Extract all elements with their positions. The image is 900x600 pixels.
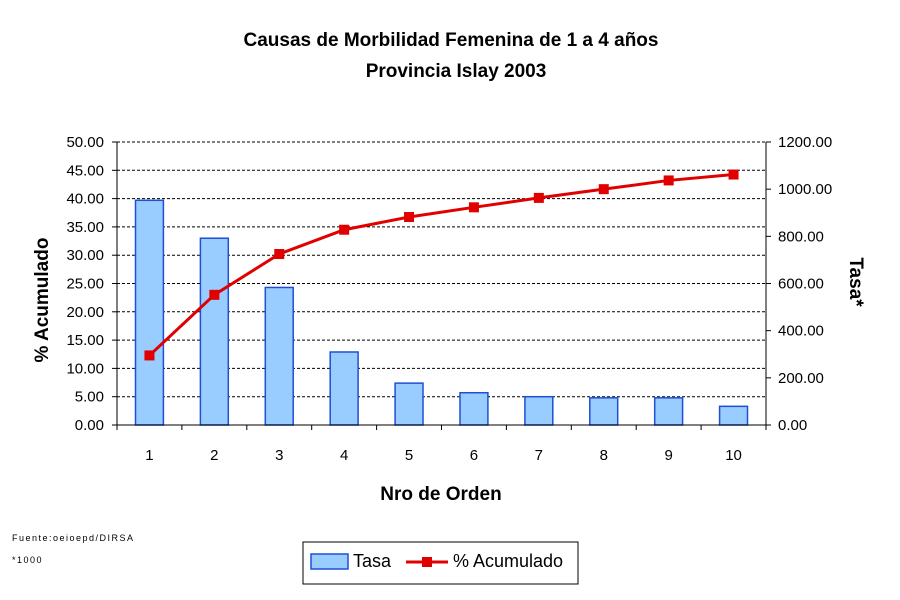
marker-acumulado-2 xyxy=(209,289,220,300)
x-tick-label: 10 xyxy=(725,447,742,464)
right-tick-label: 1200.00 xyxy=(778,134,832,151)
bar-series xyxy=(134,199,749,426)
marker-acumulado-7 xyxy=(533,192,544,203)
x-axis-ticks: 1 2 3 4 5 6 7 8 9 10 xyxy=(116,425,767,464)
right-axis-title: Tasa* xyxy=(845,257,866,307)
right-tick-label: 600.00 xyxy=(778,276,824,293)
left-tick-label: 25.00 xyxy=(66,276,104,293)
left-tick-label: 5.00 xyxy=(75,389,104,406)
marker-acumulado-5 xyxy=(404,211,415,222)
right-tick-label: 0.00 xyxy=(778,417,807,434)
x-tick-label: 1 xyxy=(145,447,153,464)
marker-acumulado-4 xyxy=(339,224,350,235)
left-tick-label: 50.00 xyxy=(66,134,104,151)
legend-marker-acumulado xyxy=(422,557,432,567)
bar-tasa-7 xyxy=(524,395,554,426)
bar-tasa-10 xyxy=(718,405,749,426)
line-series xyxy=(144,169,739,361)
right-tick-label: 1000.00 xyxy=(778,181,832,198)
left-tick-label: 15.00 xyxy=(66,332,104,349)
right-axis-ticks: 0.00 200.00 400.00 600.00 800.00 1000.00 1200.… xyxy=(766,134,832,434)
legend-label-tasa: Tasa xyxy=(353,551,392,571)
right-tick-label: 400.00 xyxy=(778,323,824,340)
left-axis-title: % Acumulado xyxy=(32,238,53,363)
x-tick-label: 3 xyxy=(275,447,283,464)
bar-tasa-4 xyxy=(329,351,359,426)
left-tick-label: 20.00 xyxy=(66,304,104,321)
gridlines xyxy=(117,141,766,398)
left-tick-label: 30.00 xyxy=(66,247,104,264)
right-tick-label: 200.00 xyxy=(778,370,824,387)
x-tick-label: 2 xyxy=(210,447,218,464)
legend-swatch-tasa xyxy=(310,553,349,570)
left-axis-ticks: 0.00 5.00 10.00 15.00 20.00 25.00 30.00 35.00 40… xyxy=(66,134,117,434)
marker-acumulado-3 xyxy=(274,249,285,260)
legend: Tasa % Acumulado xyxy=(302,541,579,585)
marker-acumulado-8 xyxy=(598,184,609,195)
left-tick-label: 45.00 xyxy=(66,162,104,179)
bar-tasa-1 xyxy=(134,199,165,426)
marker-acumulado-6 xyxy=(468,202,479,213)
chart-subtitle: Provincia Islay 2003 xyxy=(366,61,547,82)
bar-tasa-3 xyxy=(264,286,294,426)
marker-acumulado-1 xyxy=(144,350,155,361)
x-tick-label: 4 xyxy=(340,447,348,464)
x-tick-label: 8 xyxy=(600,447,608,464)
bar-tasa-8 xyxy=(589,397,619,426)
left-tick-label: 40.00 xyxy=(66,191,104,208)
x-axis-title: Nro de Orden xyxy=(380,484,501,505)
chart-title: Causas de Morbilidad Femenina de 1 a 4 a… xyxy=(244,30,659,51)
left-tick-label: 35.00 xyxy=(66,219,104,236)
source-note: Fuente:oeioepd/DIRSA xyxy=(12,533,135,543)
right-tick-label: 800.00 xyxy=(778,228,824,245)
x-tick-label: 5 xyxy=(405,447,413,464)
bar-tasa-5 xyxy=(394,382,424,426)
marker-acumulado-10 xyxy=(728,169,739,180)
left-tick-label: 10.00 xyxy=(66,360,104,377)
footnote: *1000 xyxy=(12,555,43,565)
line-acumulado xyxy=(148,173,734,357)
bar-tasa-6 xyxy=(459,391,489,426)
x-tick-label: 6 xyxy=(470,447,478,464)
marker-acumulado-9 xyxy=(663,175,674,186)
left-tick-label: 0.00 xyxy=(75,417,104,434)
x-tick-label: 9 xyxy=(664,447,672,464)
x-tick-label: 7 xyxy=(535,447,543,464)
bar-tasa-2 xyxy=(199,237,230,426)
legend-label-acumulado: % Acumulado xyxy=(453,551,563,571)
bar-tasa-9 xyxy=(653,397,684,426)
